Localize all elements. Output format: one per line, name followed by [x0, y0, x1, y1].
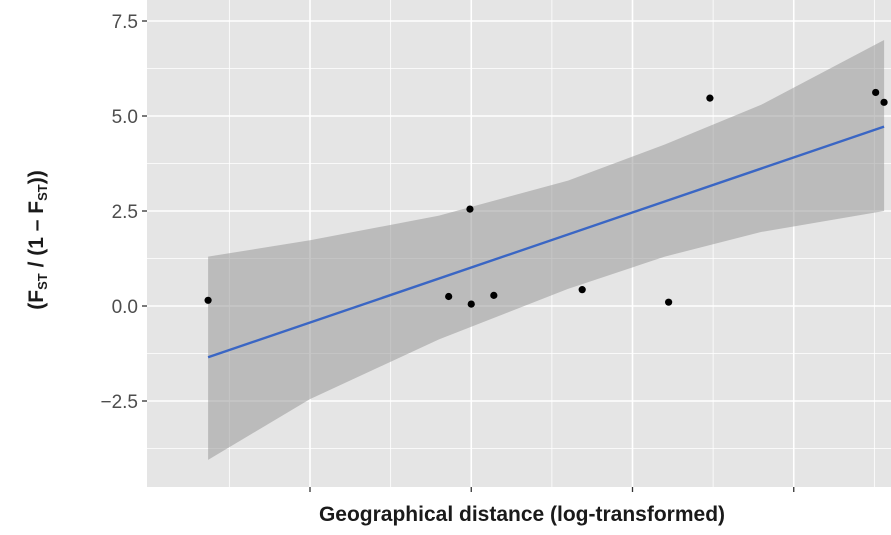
- y-axis-title-open: (F: [25, 290, 48, 310]
- y-tick-label: 0.0: [112, 297, 138, 318]
- y-tick-label: −2.5: [100, 392, 138, 413]
- data-point: [872, 88, 880, 97]
- y-axis-title: (FST / (1 – FST)): [25, 170, 50, 309]
- data-point: [880, 98, 888, 106]
- y-axis-title-close: )): [25, 170, 48, 184]
- y-axis-title-middle: / (1 – F: [25, 201, 48, 274]
- data-point: [467, 300, 475, 308]
- y-axis-title-subscript-1: ST: [35, 273, 50, 290]
- regression-line: [207, 125, 885, 359]
- y-tick-label: 5.0: [112, 107, 138, 128]
- data-point: [578, 286, 586, 294]
- data-point: [706, 94, 714, 102]
- data-point: [204, 296, 212, 304]
- data-points-group: [204, 88, 888, 308]
- fit-line-group: [207, 125, 885, 359]
- y-axis: −2.5 0.0 2.5 5.0 7.5: [100, 12, 147, 413]
- confidence-band-group: [208, 40, 885, 460]
- y-tick-label: 7.5: [112, 12, 138, 33]
- y-tick-label: 2.5: [112, 202, 138, 223]
- y-axis-title-subscript-2: ST: [35, 184, 50, 201]
- data-point: [445, 292, 453, 301]
- data-point: [490, 291, 498, 299]
- data-point: [466, 205, 474, 213]
- x-axis-title: Geographical distance (log-transformed): [319, 503, 725, 526]
- confidence-band: [208, 40, 885, 460]
- data-point: [665, 298, 673, 306]
- x-axis: [309, 487, 795, 492]
